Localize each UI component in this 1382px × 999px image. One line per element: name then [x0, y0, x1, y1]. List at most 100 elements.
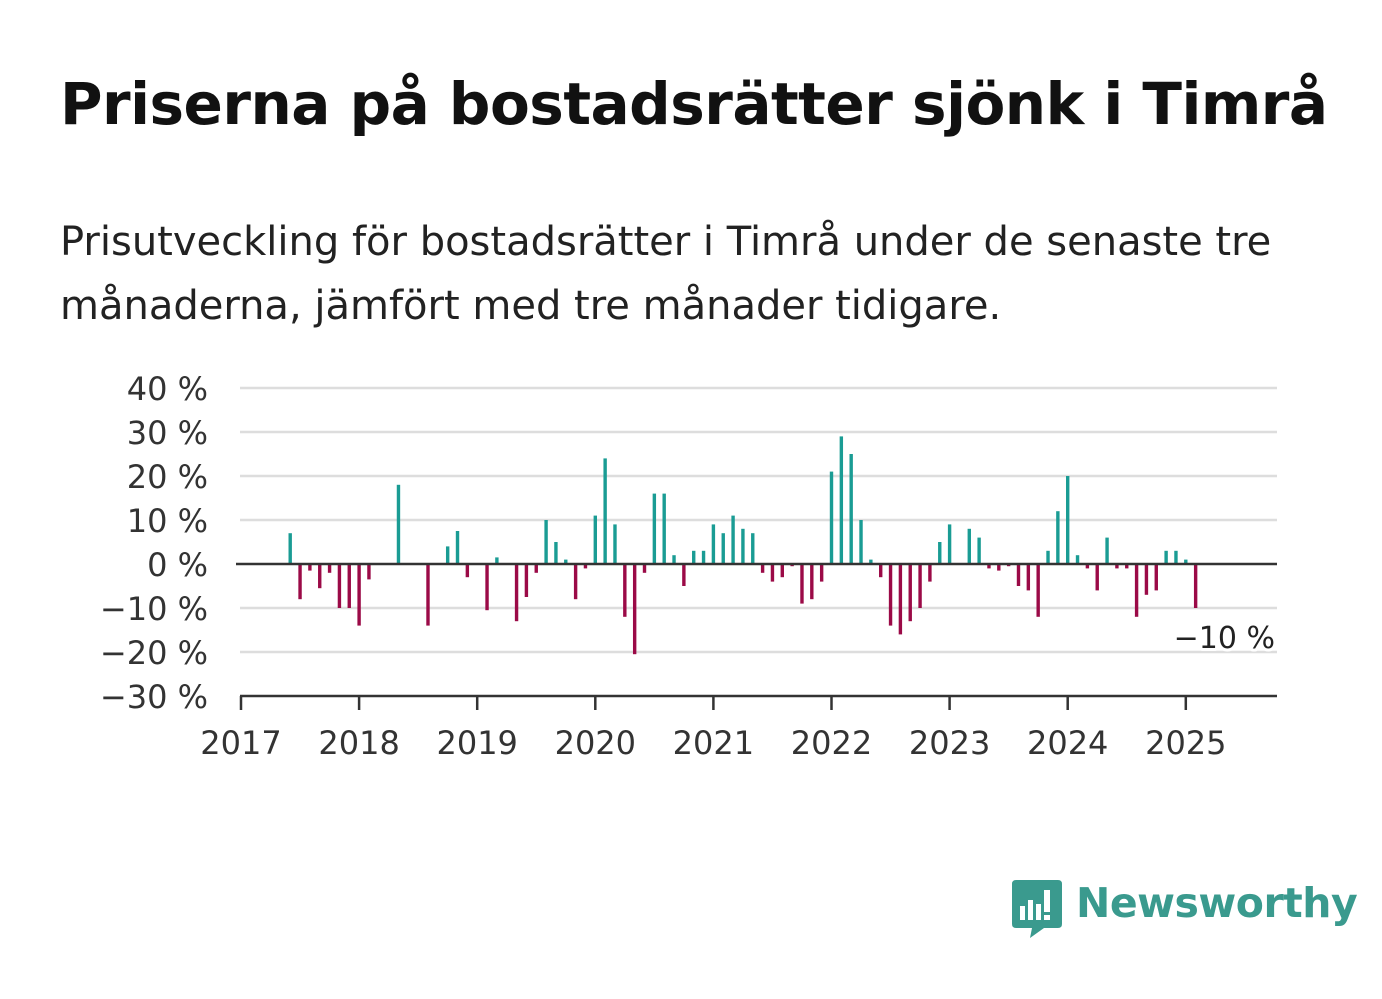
bar [554, 542, 558, 564]
bars [288, 436, 1198, 655]
y-tick-label: 20 % [127, 458, 208, 496]
y-tick-label: 10 % [127, 502, 208, 540]
bar [819, 564, 824, 582]
x-tick-label: 2023 [909, 724, 990, 762]
bar [1056, 511, 1060, 564]
bar [977, 537, 981, 564]
bar [859, 520, 863, 564]
x-tick-label: 2021 [673, 724, 754, 762]
bar [810, 564, 814, 600]
bar [583, 564, 588, 569]
bar-chart-bubble-icon [1012, 880, 1062, 938]
bar [1134, 564, 1139, 617]
bar [308, 564, 312, 571]
bar [1105, 537, 1109, 564]
bar [898, 564, 903, 635]
gridlines [240, 386, 1277, 654]
x-tick-label: 2022 [791, 724, 872, 762]
y-tick-label: −30 % [100, 678, 208, 716]
bar [701, 550, 706, 564]
bar [623, 564, 627, 617]
bar [465, 564, 470, 578]
bar [1125, 564, 1129, 569]
bar [337, 564, 342, 608]
bar [396, 484, 401, 564]
bar [967, 528, 971, 564]
y-tick-label: 40 % [127, 370, 208, 408]
x-tick-label: 2019 [436, 724, 517, 762]
bar [534, 564, 538, 573]
bar [613, 524, 617, 564]
bar [800, 564, 804, 604]
bar [947, 524, 952, 564]
x-tick-label: 2025 [1145, 724, 1226, 762]
bar [1046, 550, 1050, 564]
chart-title: Priserna på bostadsrätter sjönk i Timrå [60, 70, 1328, 138]
bar [879, 564, 883, 578]
bar [485, 564, 489, 611]
bar [367, 564, 371, 580]
bar [692, 550, 696, 564]
bar [288, 533, 292, 564]
bar [327, 564, 332, 573]
bar [997, 564, 1001, 571]
bar [672, 555, 676, 564]
bar [495, 557, 499, 564]
bar [760, 564, 765, 573]
bar [731, 515, 735, 564]
bar [869, 559, 873, 564]
bar [1184, 559, 1188, 564]
bar [573, 564, 578, 600]
bar [455, 531, 460, 564]
bar [1016, 564, 1021, 586]
bar [839, 436, 844, 564]
bar [426, 564, 430, 626]
y-tick-label: −10 % [100, 590, 208, 628]
bar [357, 564, 361, 626]
bar [445, 546, 450, 564]
bar [849, 454, 853, 564]
bar [514, 564, 519, 622]
bar [347, 564, 351, 608]
x-axis-labels: 2017 2018 2019 2020 2021 2022 2023 2024 2025 [200, 724, 1226, 762]
bar [524, 564, 529, 597]
bar [1154, 564, 1158, 591]
bar [642, 564, 647, 573]
bar [1075, 555, 1080, 564]
bar [780, 564, 784, 578]
bar [1164, 550, 1168, 564]
x-tick-label: 2020 [555, 724, 636, 762]
newsworthy-logo: Newsworthy [1010, 878, 1358, 942]
bar [632, 564, 637, 655]
x-tick-label: 2024 [1027, 724, 1108, 762]
bar [298, 564, 302, 600]
bar [987, 564, 991, 569]
bar [1144, 564, 1149, 595]
y-tick-label: −20 % [100, 634, 208, 672]
bar [888, 564, 893, 626]
bar [1026, 564, 1031, 591]
x-tick-label: 2017 [200, 724, 281, 762]
bar [1036, 564, 1040, 617]
bar [938, 542, 942, 564]
bar [1174, 550, 1178, 564]
bar [1193, 564, 1198, 608]
bar [711, 524, 716, 564]
bar [751, 533, 755, 564]
bar [1085, 564, 1090, 569]
bar [682, 564, 686, 586]
bar [928, 564, 932, 582]
bar [318, 564, 322, 589]
bar [908, 564, 912, 622]
annotations: −10 % [1171, 618, 1278, 659]
bar [829, 471, 834, 564]
y-tick-label: 30 % [127, 414, 208, 452]
bar [1115, 564, 1119, 569]
bar [603, 458, 607, 564]
y-tick-label: 0 % [147, 546, 208, 584]
bar [1095, 564, 1099, 591]
chart-subtitle: Prisutveckling för bostadsrätter i Timrå… [60, 219, 1272, 329]
brand-name: Newsworthy [1076, 879, 1358, 927]
bar [741, 528, 745, 564]
